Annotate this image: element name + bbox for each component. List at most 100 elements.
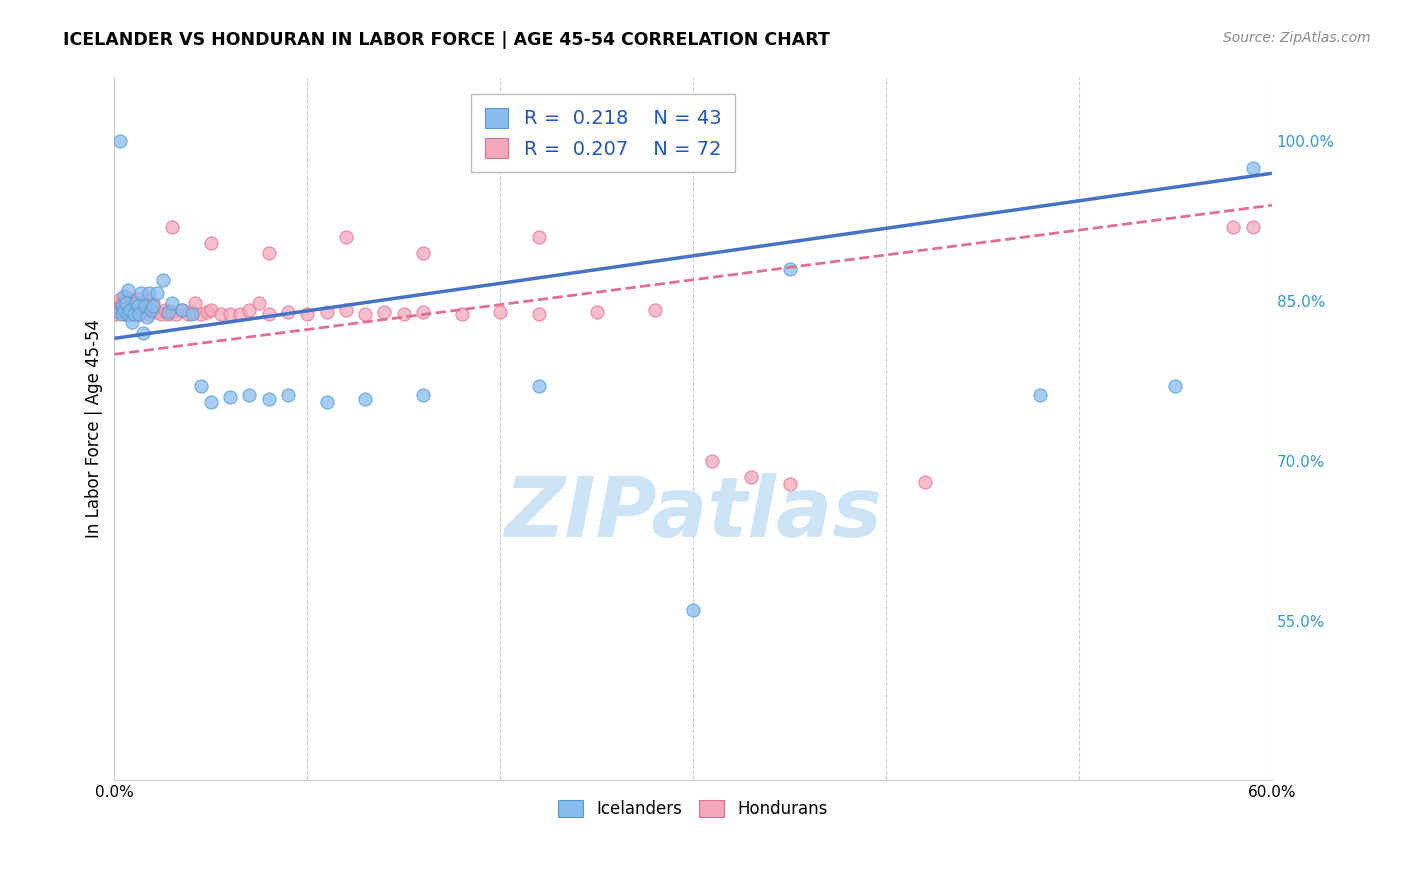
Point — [200, 395, 222, 409]
Point — [117, 307, 139, 321]
Point — [1241, 161, 1264, 175]
Point — [412, 304, 434, 318]
Point — [277, 304, 299, 318]
Point — [107, 304, 129, 318]
Point — [180, 304, 202, 318]
Point — [127, 300, 149, 314]
Point — [117, 307, 139, 321]
Point — [219, 390, 242, 404]
Point — [132, 296, 155, 310]
Point — [682, 603, 704, 617]
Point — [111, 307, 134, 321]
Point — [132, 326, 155, 340]
Point — [162, 219, 184, 234]
Point — [195, 304, 218, 318]
Point — [1222, 219, 1244, 234]
Point — [165, 307, 187, 321]
Point — [392, 307, 415, 321]
Point — [117, 296, 139, 310]
Point — [184, 296, 207, 310]
Point — [354, 392, 377, 406]
Point — [128, 307, 150, 321]
Point — [131, 302, 153, 317]
Point — [412, 388, 434, 402]
Point — [127, 300, 149, 314]
Point — [779, 477, 801, 491]
Point — [527, 307, 550, 321]
Point — [200, 302, 222, 317]
Point — [585, 304, 607, 318]
Point — [373, 304, 395, 318]
Point — [105, 307, 128, 321]
Point — [257, 307, 280, 321]
Point — [142, 300, 165, 314]
Point — [112, 289, 135, 303]
Point — [297, 307, 319, 321]
Point — [257, 392, 280, 406]
Point — [121, 315, 143, 329]
Point — [257, 246, 280, 260]
Point — [170, 302, 193, 317]
Legend: Icelanders, Hondurans: Icelanders, Hondurans — [551, 793, 835, 825]
Point — [238, 388, 260, 402]
Point — [111, 296, 134, 310]
Point — [108, 292, 131, 306]
Point — [134, 304, 156, 318]
Point — [138, 285, 160, 300]
Point — [412, 246, 434, 260]
Point — [139, 302, 162, 317]
Point — [153, 302, 176, 317]
Point — [107, 302, 129, 317]
Point — [162, 296, 184, 310]
Text: ICELANDER VS HONDURAN IN LABOR FORCE | AGE 45-54 CORRELATION CHART: ICELANDER VS HONDURAN IN LABOR FORCE | A… — [63, 31, 830, 49]
Point — [219, 307, 242, 321]
Point — [121, 307, 143, 321]
Point — [142, 296, 165, 310]
Point — [170, 302, 193, 317]
Point — [177, 307, 200, 321]
Point — [1241, 219, 1264, 234]
Point — [146, 285, 169, 300]
Point — [702, 454, 724, 468]
Point — [209, 307, 232, 321]
Point — [157, 304, 180, 318]
Point — [111, 300, 134, 314]
Point — [335, 230, 357, 244]
Point — [277, 388, 299, 402]
Point — [136, 292, 159, 306]
Point — [136, 310, 159, 324]
Point — [111, 304, 134, 318]
Point — [200, 235, 222, 250]
Point — [122, 294, 145, 309]
Point — [157, 307, 180, 321]
Point — [112, 300, 135, 314]
Point — [190, 307, 212, 321]
Point — [1029, 388, 1052, 402]
Point — [117, 284, 139, 298]
Point — [644, 302, 666, 317]
Point — [115, 292, 138, 306]
Point — [115, 296, 138, 310]
Point — [229, 307, 252, 321]
Point — [124, 296, 146, 310]
Point — [122, 302, 145, 317]
Point — [131, 285, 153, 300]
Text: Source: ZipAtlas.com: Source: ZipAtlas.com — [1223, 31, 1371, 45]
Point — [108, 300, 131, 314]
Point — [112, 302, 135, 317]
Point — [152, 273, 174, 287]
Point — [450, 307, 472, 321]
Point — [138, 307, 160, 321]
Point — [527, 230, 550, 244]
Point — [128, 307, 150, 321]
Point — [108, 134, 131, 148]
Point — [118, 302, 141, 317]
Point — [190, 379, 212, 393]
Point — [354, 307, 377, 321]
Point — [149, 307, 172, 321]
Point — [1164, 379, 1187, 393]
Point — [134, 300, 156, 314]
Point — [162, 304, 184, 318]
Point — [139, 300, 162, 314]
Point — [335, 302, 357, 317]
